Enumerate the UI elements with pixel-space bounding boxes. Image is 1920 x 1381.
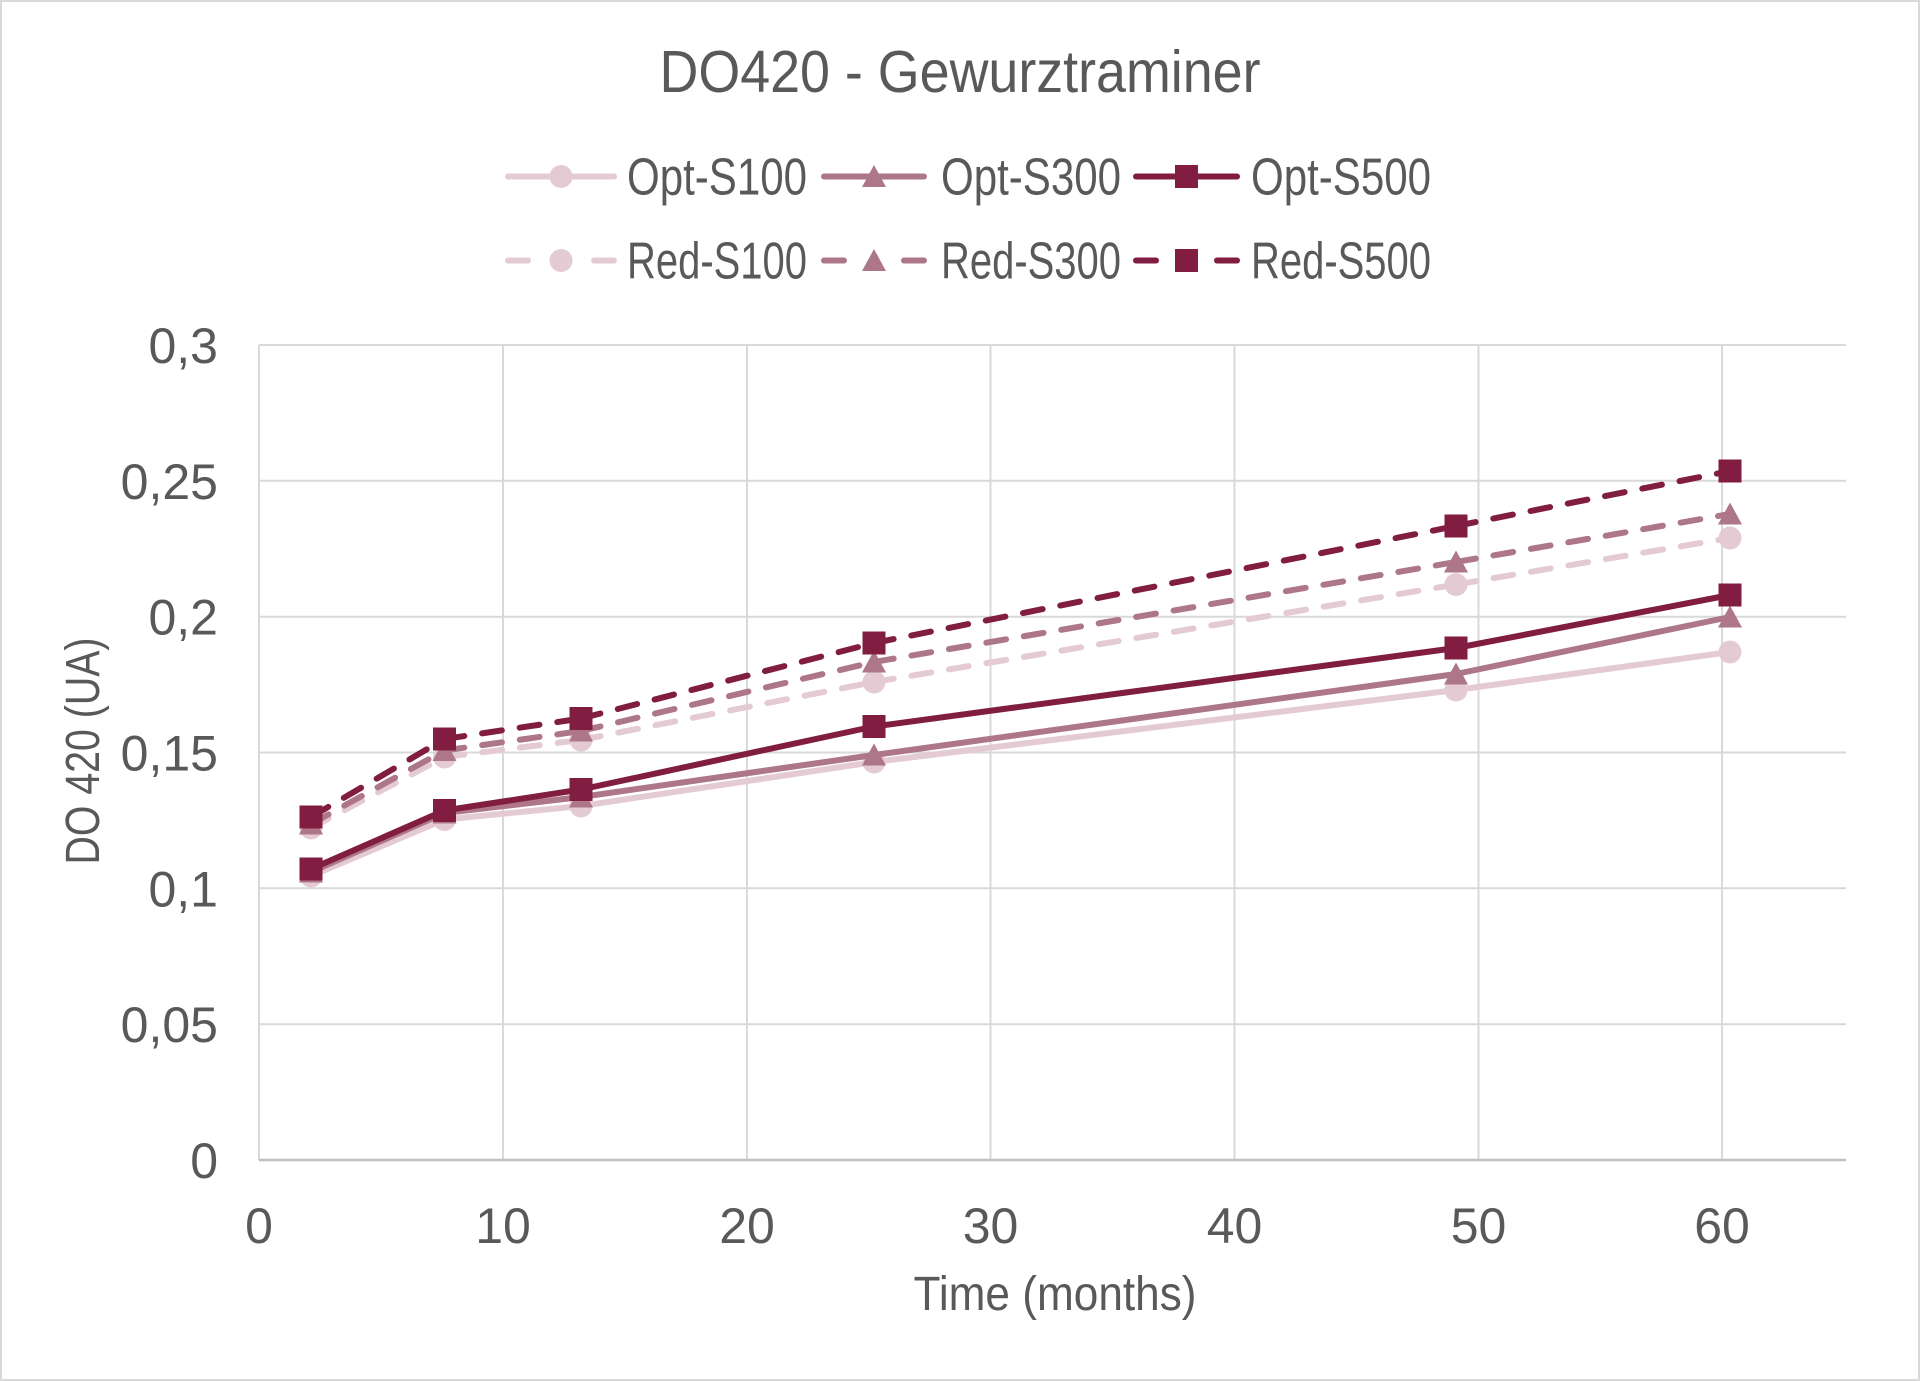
svg-text:50: 50 — [1451, 1198, 1507, 1254]
svg-text:0,1: 0,1 — [148, 861, 218, 917]
svg-text:0: 0 — [245, 1198, 273, 1254]
svg-text:Red-S300: Red-S300 — [941, 233, 1121, 291]
svg-text:30: 30 — [963, 1198, 1019, 1254]
svg-text:10: 10 — [475, 1198, 531, 1254]
svg-text:0,3: 0,3 — [148, 318, 218, 374]
svg-text:Opt-S100: Opt-S100 — [627, 149, 807, 207]
svg-text:Time (months): Time (months) — [914, 1268, 1197, 1321]
svg-text:0,15: 0,15 — [121, 726, 218, 782]
svg-text:Red-S100: Red-S100 — [627, 233, 807, 291]
svg-text:0,05: 0,05 — [121, 997, 218, 1053]
svg-text:20: 20 — [719, 1198, 775, 1254]
svg-text:0: 0 — [190, 1133, 218, 1189]
svg-text:0,25: 0,25 — [121, 454, 218, 510]
svg-text:Opt-S500: Opt-S500 — [1251, 149, 1431, 207]
svg-text:DO 420 (UA): DO 420 (UA) — [57, 638, 110, 865]
svg-text:DO420 - Gewurztraminer: DO420 - Gewurztraminer — [660, 39, 1261, 105]
svg-text:40: 40 — [1207, 1198, 1263, 1254]
svg-text:60: 60 — [1694, 1198, 1750, 1254]
svg-text:Red-S500: Red-S500 — [1251, 233, 1431, 291]
svg-text:Opt-S300: Opt-S300 — [941, 149, 1121, 207]
svg-text:0,2: 0,2 — [148, 590, 218, 646]
